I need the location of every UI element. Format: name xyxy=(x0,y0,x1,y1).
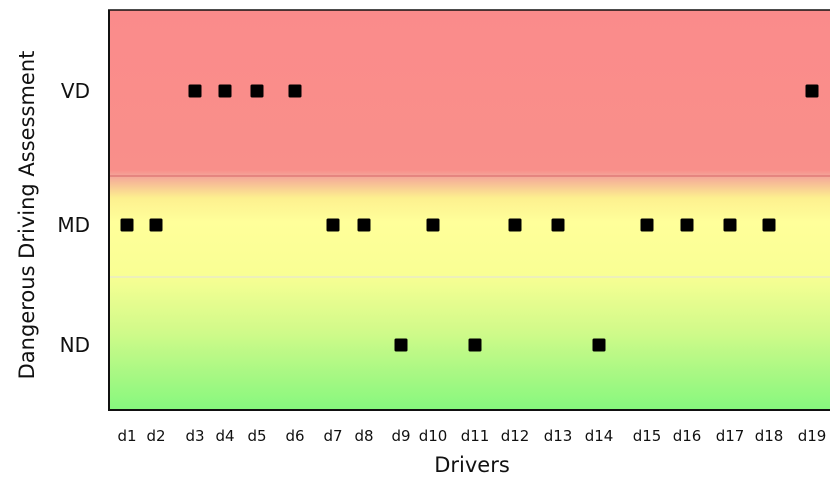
y-tick-labels: ND MD VD xyxy=(57,79,90,357)
x-tick-label-d6: d6 xyxy=(285,427,304,445)
data-point-d15 xyxy=(640,218,654,232)
data-point-d2 xyxy=(149,218,163,232)
data-point-d7 xyxy=(326,218,340,232)
data-point-d18 xyxy=(762,218,776,232)
data-point-d11 xyxy=(468,338,482,352)
x-tick-label-d1: d1 xyxy=(117,427,136,445)
x-tick-label-d13: d13 xyxy=(544,427,573,445)
x-tick-label-d3: d3 xyxy=(185,427,204,445)
x-tick-label-d12: d12 xyxy=(501,427,530,445)
data-point-d4 xyxy=(218,84,232,98)
x-tick-label-d19: d19 xyxy=(798,427,827,445)
x-axis-title: Drivers xyxy=(434,453,510,477)
data-points xyxy=(120,84,819,352)
x-tick-label-d17: d17 xyxy=(716,427,745,445)
data-point-d9 xyxy=(394,338,408,352)
x-tick-label-d9: d9 xyxy=(391,427,410,445)
x-tick-label-d5: d5 xyxy=(247,427,266,445)
data-point-d6 xyxy=(288,84,302,98)
x-tick-labels: d1 d2 d3 d4 d5 d6 d7 d8 d9 d10 d11 d12 d13 d14 d15 d16 d… xyxy=(117,427,826,445)
x-tick-label-d11: d11 xyxy=(461,427,490,445)
data-point-d13 xyxy=(551,218,565,232)
data-point-d3 xyxy=(188,84,202,98)
y-tick-label-nd: ND xyxy=(60,333,90,357)
data-point-d10 xyxy=(426,218,440,232)
x-tick-label-d4: d4 xyxy=(215,427,234,445)
data-point-d8 xyxy=(357,218,371,232)
data-point-d16 xyxy=(680,218,694,232)
x-tick-label-d10: d10 xyxy=(419,427,448,445)
x-tick-label-d8: d8 xyxy=(354,427,373,445)
x-tick-label-d16: d16 xyxy=(673,427,702,445)
x-tick-label-d15: d15 xyxy=(633,427,662,445)
data-point-d14 xyxy=(592,338,606,352)
x-tick-label-d7: d7 xyxy=(323,427,342,445)
y-tick-label-md: MD xyxy=(57,213,90,237)
data-point-d12 xyxy=(508,218,522,232)
x-tick-label-d14: d14 xyxy=(585,427,614,445)
x-tick-label-d18: d18 xyxy=(755,427,784,445)
y-axis-title: Dangerous Driving Assessment xyxy=(15,51,39,380)
x-tick-label-d2: d2 xyxy=(146,427,165,445)
data-point-d17 xyxy=(723,218,737,232)
data-point-d1 xyxy=(120,218,134,232)
y-tick-label-vd: VD xyxy=(61,79,90,103)
data-point-d5 xyxy=(250,84,264,98)
data-point-d19 xyxy=(805,84,819,98)
